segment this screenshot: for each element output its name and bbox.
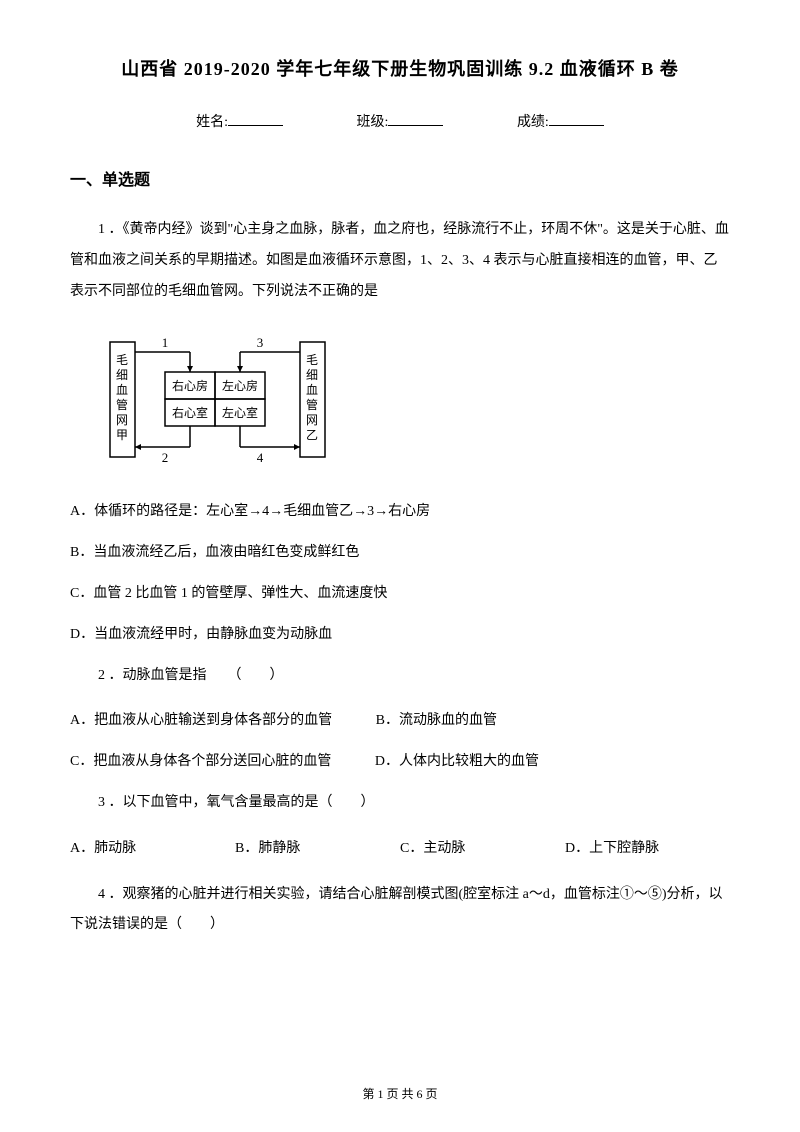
q3-option-c: C．主动脉 (400, 834, 565, 865)
q3-option-d: D．上下腔静脉 (565, 834, 730, 865)
question-4-text: 4 ．观察猪的心脏并进行相关实验，请结合心脏解剖模式图(腔室标注 a～d，血管标… (70, 880, 730, 942)
question-3-text: 3 ．以下血管中，氧气含量最高的是（ ） (70, 788, 730, 819)
svg-text:网: 网 (306, 413, 318, 427)
heart-bl: 右心室 (172, 405, 208, 420)
page-footer: 第 1 页 共 6 页 (0, 1085, 800, 1102)
info-line: 姓名: 班级: 成绩: (70, 111, 730, 131)
q1-option-d: D．当血液流经甲时，由静脉血变为动脉血 (70, 620, 730, 651)
q2-options-line1: A．把血液从心脏输送到身体各部分的血管 B．流动脉血的血管 (70, 706, 730, 737)
q3-option-b: B．肺静脉 (235, 834, 400, 865)
svg-text:细: 细 (306, 368, 318, 382)
class-blank (388, 125, 443, 126)
heart-br: 左心室 (222, 405, 258, 420)
label-2: 2 (162, 450, 169, 465)
heart-tl: 右心房 (172, 378, 208, 393)
svg-text:乙: 乙 (306, 428, 318, 442)
q1-option-c: C．血管 2 比血管 1 的管壁厚、弹性大、血流速度快 (70, 579, 730, 610)
name-blank (228, 125, 283, 126)
diagram-right-text: 毛 (306, 353, 318, 367)
score-blank (549, 125, 604, 126)
svg-text:血: 血 (116, 383, 128, 397)
q1-option-a: A．体循环的路径是：左心室→4→毛细血管乙→3→右心房 (70, 497, 730, 528)
label-1: 1 (162, 335, 169, 350)
diagram-left-text: 毛 (116, 353, 128, 367)
class-label: 班级: (357, 111, 389, 131)
circulation-diagram: 毛 细 血 管 网 甲 毛 细 血 管 网 乙 右心房 左心房 右心室 左心室 … (105, 322, 730, 477)
q1-option-b: B．当血液流经乙后，血液由暗红色变成鲜红色 (70, 538, 730, 569)
svg-text:管: 管 (116, 397, 128, 412)
svg-text:细: 细 (116, 368, 128, 382)
q3-options: A．肺动脉 B．肺静脉 C．主动脉 D．上下腔静脉 (70, 834, 730, 865)
question-1-text: 1 ．《黄帝内经》谈到"心主身之血脉，脉者，血之府也，经脉流行不止，环周不休"。… (70, 215, 730, 307)
q2-option-c: C．把血液从身体各个部分送回心脏的血管 (70, 747, 331, 778)
score-label: 成绩: (517, 111, 549, 131)
q2-option-d: D．人体内比较粗大的血管 (375, 747, 539, 778)
page-title: 山西省 2019-2020 学年七年级下册生物巩固训练 9.2 血液循环 B 卷 (70, 55, 730, 81)
q3-option-a: A．肺动脉 (70, 834, 235, 865)
question-2-text: 2 ．动脉血管是指 （ ） (70, 661, 730, 692)
label-4: 4 (257, 450, 264, 465)
svg-text:网: 网 (116, 413, 128, 427)
q2-option-b: B．流动脉血的血管 (376, 706, 497, 737)
section-header: 一、单选题 (70, 166, 730, 190)
svg-text:管: 管 (306, 397, 318, 412)
q2-option-a: A．把血液从心脏输送到身体各部分的血管 (70, 706, 332, 737)
svg-text:血: 血 (306, 383, 318, 397)
heart-tr: 左心房 (222, 378, 258, 393)
q2-options-line2: C．把血液从身体各个部分送回心脏的血管 D．人体内比较粗大的血管 (70, 747, 730, 778)
svg-text:甲: 甲 (116, 428, 128, 442)
name-label: 姓名: (196, 111, 228, 131)
label-3: 3 (257, 335, 264, 350)
